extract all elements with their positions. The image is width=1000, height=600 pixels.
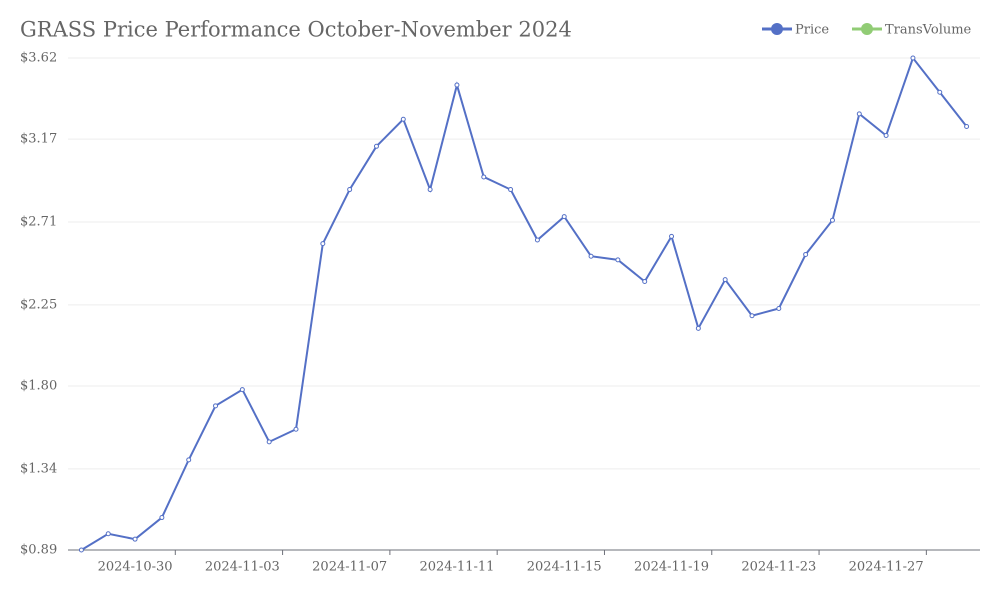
x-tick-label: 2024-11-15 xyxy=(527,560,602,575)
point xyxy=(266,439,272,445)
point xyxy=(159,515,165,521)
x-tick-label: 2024-11-07 xyxy=(312,560,387,575)
point xyxy=(373,143,379,149)
point xyxy=(293,426,299,432)
legend-swatch-dot xyxy=(861,23,873,35)
point xyxy=(454,82,460,88)
point xyxy=(132,536,138,542)
y-tick-label: $3.62 xyxy=(20,51,57,66)
point xyxy=(829,217,835,223)
point xyxy=(964,123,970,129)
x-tick-label: 2024-11-03 xyxy=(205,560,280,575)
point xyxy=(427,187,433,193)
x-tick-label: 2024-11-19 xyxy=(634,560,709,575)
point xyxy=(749,313,755,319)
y-tick-label: $1.34 xyxy=(20,461,57,476)
x-tick-label: 2024-11-23 xyxy=(741,560,816,575)
point xyxy=(320,241,326,247)
point xyxy=(78,547,84,553)
point xyxy=(105,531,111,537)
point xyxy=(883,132,889,138)
point xyxy=(239,387,245,393)
price-line xyxy=(80,55,968,551)
point xyxy=(856,111,862,117)
x-tick-label: 2024-11-11 xyxy=(419,560,494,575)
point xyxy=(534,237,540,243)
point xyxy=(910,55,916,61)
point xyxy=(400,116,406,122)
point xyxy=(481,174,487,180)
point xyxy=(642,278,648,284)
legend-label: TransVolume xyxy=(885,23,972,38)
point xyxy=(186,457,192,463)
point xyxy=(803,251,809,257)
x-tick-label: 2024-10-30 xyxy=(98,560,173,575)
legend-swatch-dot xyxy=(771,23,783,35)
point xyxy=(561,214,567,220)
y-tick-label: $2.25 xyxy=(20,297,57,312)
y-tick-label: $0.89 xyxy=(20,543,57,558)
point xyxy=(508,187,514,193)
x-tick-label: 2024-11-27 xyxy=(849,560,924,575)
point xyxy=(722,277,728,283)
point xyxy=(695,325,701,331)
point xyxy=(588,253,594,259)
y-tick-label: $3.17 xyxy=(20,132,57,147)
y-tick-label: $1.80 xyxy=(20,379,57,394)
point xyxy=(937,89,943,95)
point xyxy=(669,233,675,239)
y-tick-label: $2.71 xyxy=(20,215,57,230)
legend-label: Price xyxy=(795,23,829,38)
point xyxy=(615,257,621,263)
point xyxy=(213,403,219,409)
point xyxy=(347,187,353,193)
point xyxy=(776,306,782,312)
chart-title: GRASS Price Performance October-November… xyxy=(20,18,572,42)
